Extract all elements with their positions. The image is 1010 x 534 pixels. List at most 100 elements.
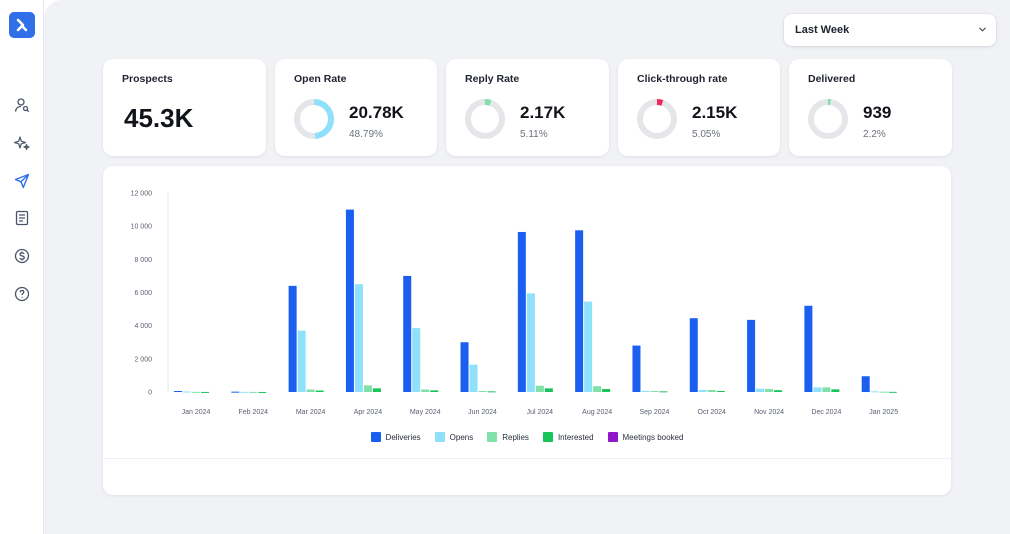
card-value: 2.17K: [520, 103, 566, 122]
donut-arc: [808, 99, 848, 139]
help-icon[interactable]: [13, 285, 31, 303]
card-title: Reply Rate: [465, 73, 520, 85]
legend-item-interested[interactable]: Interested: [542, 432, 594, 442]
card-percent: 48.79%: [349, 129, 383, 140]
bar-interested[interactable]: [372, 388, 381, 392]
x-tick-label: Nov 2024: [754, 409, 784, 416]
campaigns-send-icon[interactable]: [13, 172, 31, 190]
y-tick-label: 6 000: [134, 290, 152, 297]
bar-deliveries[interactable]: [804, 305, 813, 392]
card-value: 45.3K: [124, 103, 194, 133]
bar-deliveries[interactable]: [231, 391, 240, 393]
card-title: Open Rate: [294, 73, 347, 85]
legend-swatch: [542, 432, 553, 442]
bar-opens[interactable]: [756, 388, 765, 392]
bar-opens[interactable]: [870, 391, 879, 393]
bar-interested[interactable]: [487, 391, 496, 393]
bar-replies[interactable]: [421, 389, 430, 392]
bar-opens[interactable]: [297, 330, 306, 392]
date-range-dropdown[interactable]: Last Week: [784, 14, 996, 46]
donut-chart: [294, 99, 334, 139]
card-title: Click-through rate: [637, 73, 728, 85]
bar-replies[interactable]: [535, 385, 544, 392]
donut-track: [465, 99, 505, 139]
bar-replies[interactable]: [192, 391, 200, 393]
bar-opens[interactable]: [183, 391, 191, 393]
donut-chart: [808, 99, 848, 139]
bar-opens[interactable]: [354, 284, 363, 392]
bar-deliveries[interactable]: [345, 209, 354, 392]
bar-deliveries[interactable]: [747, 319, 756, 392]
bar-replies[interactable]: [650, 391, 659, 393]
sidebar: [0, 0, 44, 534]
x-tick-label: Aug 2024: [582, 409, 612, 416]
bar-deliveries[interactable]: [403, 275, 412, 392]
bar-replies[interactable]: [707, 390, 716, 392]
bar-deliveries[interactable]: [288, 285, 297, 392]
divider: [103, 458, 951, 459]
card-value: 939: [863, 103, 892, 122]
bar-opens[interactable]: [412, 328, 421, 392]
legend-label: Interested: [557, 432, 594, 442]
bar-replies[interactable]: [363, 385, 372, 392]
y-tick-label: 2 000: [134, 356, 152, 363]
bar-replies[interactable]: [478, 391, 487, 393]
bar-deliveries[interactable]: [517, 231, 526, 392]
legend-swatch: [434, 432, 445, 442]
legend-item-deliveries[interactable]: Deliveries: [370, 432, 421, 442]
bar-opens[interactable]: [240, 391, 249, 393]
bar-opens[interactable]: [813, 387, 822, 392]
bar-deliveries[interactable]: [575, 230, 584, 392]
bar-replies[interactable]: [822, 387, 831, 392]
prospects-icon[interactable]: [13, 96, 31, 114]
bar-interested[interactable]: [716, 391, 725, 393]
bar-deliveries[interactable]: [689, 318, 698, 392]
bar-opens[interactable]: [641, 390, 650, 392]
prospects-card: Prospects 45.3K: [103, 59, 266, 156]
bar-interested[interactable]: [315, 390, 324, 392]
document-icon[interactable]: [13, 209, 31, 227]
legend-item-opens[interactable]: Opens: [434, 432, 473, 442]
bar-opens[interactable]: [584, 301, 593, 392]
bar-replies[interactable]: [879, 391, 888, 393]
click-through-rate-card: Click-through rate 2.15K 5.05%: [618, 59, 780, 156]
x-tick-label: Jul 2024: [527, 409, 554, 416]
bar-opens[interactable]: [698, 390, 707, 392]
delivered-card: Delivered 939 2.2%: [789, 59, 952, 156]
donut-arc: [294, 99, 334, 139]
bar-interested[interactable]: [430, 390, 439, 392]
bar-interested[interactable]: [888, 391, 897, 393]
x-tick-label: Jun 2024: [468, 409, 497, 416]
billing-dollar-icon[interactable]: [13, 247, 31, 265]
app-logo[interactable]: [9, 12, 35, 38]
ai-sparkle-icon[interactable]: [13, 134, 31, 152]
bar-deliveries[interactable]: [460, 342, 469, 392]
activity-chart-card: 0 2 000 4 000 6 000 8 000 10 000 12 000 Jan 202…: [103, 166, 951, 495]
bar-replies[interactable]: [765, 389, 774, 392]
bar-opens[interactable]: [469, 364, 478, 392]
bar-interested[interactable]: [774, 390, 783, 392]
bar-opens[interactable]: [526, 293, 535, 392]
bar-interested[interactable]: [831, 389, 840, 392]
bar-replies[interactable]: [593, 386, 602, 392]
bar-interested[interactable]: [258, 391, 267, 393]
bar-interested[interactable]: [659, 391, 668, 393]
bar-interested[interactable]: [201, 391, 209, 393]
bar-interested[interactable]: [602, 389, 611, 392]
bar-replies[interactable]: [306, 389, 315, 392]
bar-interested[interactable]: [544, 388, 553, 392]
legend-label: Replies: [502, 432, 529, 442]
bar-deliveries[interactable]: [174, 391, 182, 393]
legend-item-replies[interactable]: Replies: [487, 432, 529, 442]
chart-legend: Deliveries Opens Replies Interested Meetings…: [103, 432, 951, 442]
legend-swatch: [370, 432, 381, 442]
date-range-selected: Last Week: [795, 24, 850, 36]
bar-deliveries[interactable]: [632, 345, 641, 392]
donut-arc: [637, 99, 677, 139]
bar-deliveries[interactable]: [861, 376, 870, 392]
donut-track: [808, 99, 848, 139]
legend-item-meetings-booked[interactable]: Meetings booked: [607, 432, 683, 442]
card-percent: 5.05%: [692, 129, 721, 140]
bar-replies[interactable]: [249, 391, 258, 393]
main-content: Last Week Prospects 45.3K Open Rate 20.7…: [44, 0, 1010, 534]
